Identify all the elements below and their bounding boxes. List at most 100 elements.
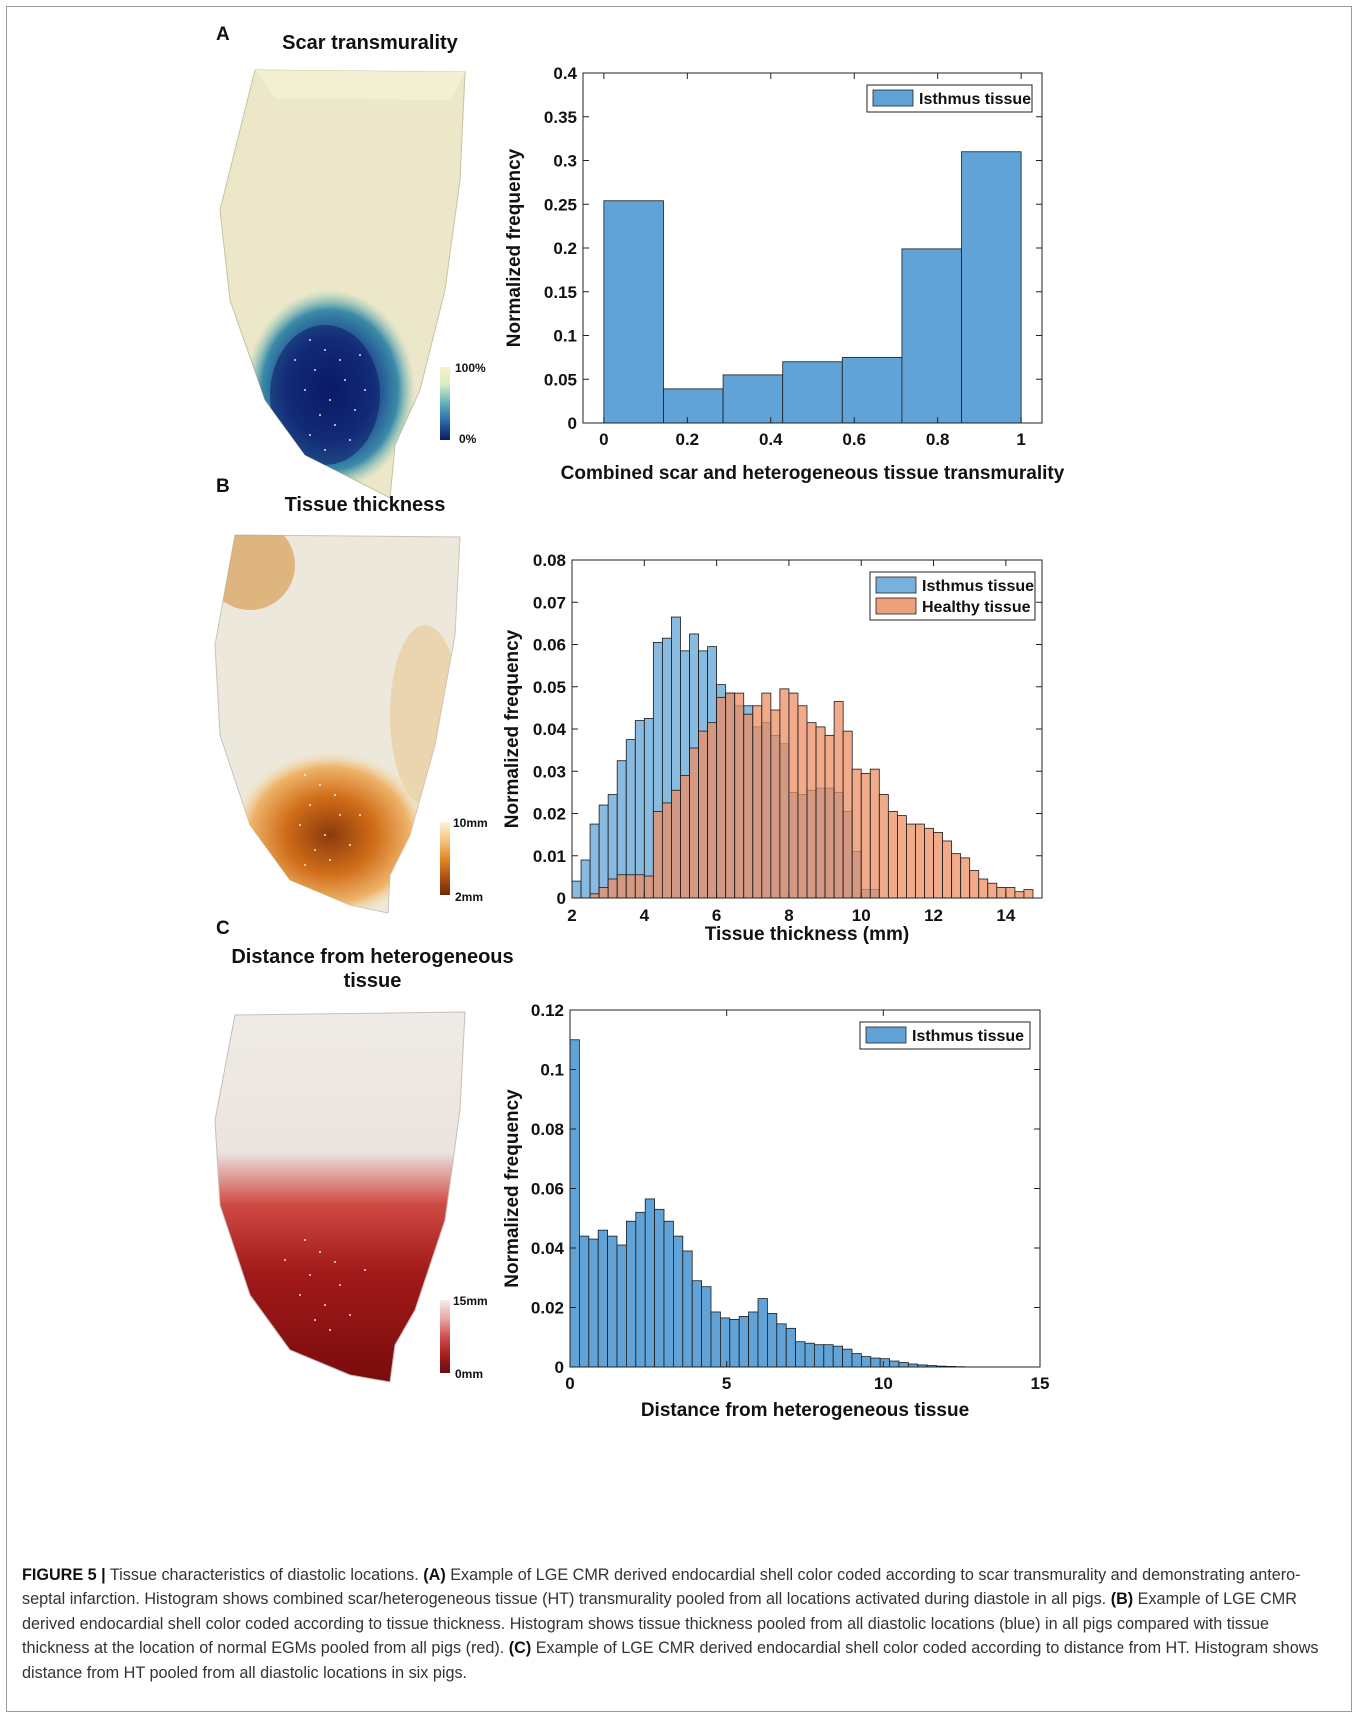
histogram-bar [597, 1229, 608, 1368]
legend: Isthmus tissue [866, 84, 1033, 113]
y-tick-label: 0.06 [531, 1180, 564, 1199]
histogram-bar [603, 200, 664, 424]
caption-figure-label: FIGURE 5 | [22, 1566, 106, 1584]
histogram-bar [960, 857, 971, 899]
histogram-bar [671, 789, 681, 899]
y-tick-label: 0.4 [553, 64, 577, 83]
x-tick-label: 6 [712, 906, 721, 925]
legend-swatch [872, 89, 914, 107]
x-axis-label: Tissue thickness (mm) [705, 924, 910, 945]
histogram-bar [607, 1235, 618, 1368]
panel-a-endocardial-shell [219, 69, 466, 499]
histogram-bar [788, 692, 799, 899]
legend-entry: Isthmus tissue [919, 91, 1031, 108]
panel-a-colorbar [440, 367, 450, 440]
y-tick-label: 0.03 [533, 762, 566, 781]
histogram-bar [672, 1235, 684, 1368]
y-tick-label: 0.1 [540, 1061, 564, 1080]
x-tick-label: 0.6 [842, 430, 866, 449]
histogram-bar [969, 870, 980, 899]
y-tick-label: 0.08 [531, 1120, 564, 1139]
histogram-bar [580, 859, 591, 899]
histogram-bar [842, 1348, 853, 1368]
panel-c-colorbar-min-label: 0mm [455, 1367, 484, 1381]
x-tick-label: 5 [722, 1374, 731, 1393]
series-0 [603, 151, 1022, 424]
caption-c-text: Example of LGE CMR derived endocardial s… [22, 1639, 1319, 1682]
histogram-bar [978, 878, 989, 899]
caption-a-text: Example of LGE CMR derived endocardial s… [22, 1566, 1301, 1609]
histogram-bar [1005, 887, 1016, 899]
histogram-bar [589, 893, 600, 899]
y-tick-label: 0 [568, 414, 577, 433]
histogram-bar [776, 1323, 787, 1368]
histogram-bar [797, 705, 808, 899]
panel-b-colorbar [440, 822, 450, 895]
histogram-bar [996, 887, 1007, 899]
scar-core [270, 325, 380, 465]
histogram-bar [815, 726, 826, 899]
histogram-bar [785, 1327, 797, 1368]
legend-entry: Isthmus tissue [922, 578, 1034, 595]
caption-a-label: (A) [423, 1566, 446, 1584]
x-tick-label: 12 [924, 906, 943, 925]
histogram-bar [710, 1311, 721, 1368]
histogram-bar [869, 768, 880, 899]
histogram-bar [824, 734, 835, 899]
y-tick-label: 0.04 [531, 1239, 565, 1258]
shell-surface [214, 1011, 466, 1383]
series-1 [589, 688, 1034, 899]
y-tick-label: 0.08 [533, 551, 566, 570]
histogram-bar [795, 1341, 806, 1368]
histogram-bar [906, 823, 916, 899]
histogram-bar [951, 853, 962, 899]
panel-b-histogram: 0 0.01 0.02 0.03 0.04 0.05 0.06 0.07 0.08 2 4 6 8 10 1… [502, 551, 1043, 945]
figure-caption: FIGURE 5 | Tissue characteristics of dia… [22, 1563, 1340, 1685]
histogram-bar [757, 1298, 768, 1368]
histogram-bar [779, 688, 790, 899]
histogram-bar [588, 1238, 599, 1368]
y-tick-label: 0.15 [544, 283, 577, 302]
histogram-bar [813, 1344, 825, 1368]
histogram-bar [889, 1360, 900, 1368]
panel-c-endocardial-shell [214, 1011, 466, 1383]
histogram-bar [898, 1362, 909, 1368]
x-tick-label: 8 [784, 906, 793, 925]
histogram-bar [625, 874, 636, 899]
x-tick-label: 14 [996, 906, 1015, 925]
x-axis-label: Combined scar and heterogeneous tissue t… [561, 463, 1065, 484]
histogram-bar [860, 1356, 872, 1368]
panel-c-colorbar-max-label: 15mm [453, 1294, 488, 1308]
histogram-bar [887, 810, 898, 899]
histogram-bar [598, 804, 609, 899]
y-axis-label: Normalized frequency [502, 629, 523, 828]
panel-c-histogram: 0 0.02 0.04 0.06 0.08 0.1 0.12 0 5 10 15 Distance f… [502, 1001, 1049, 1421]
shell-rim [255, 70, 465, 100]
x-tick-label: 0.2 [675, 430, 699, 449]
y-tick-label: 0.04 [533, 720, 567, 739]
histogram-bar [766, 1313, 778, 1368]
y-tick-label: 0.01 [533, 847, 566, 866]
legend-entry: Healthy tissue [922, 599, 1031, 616]
histogram-bar [1023, 889, 1034, 899]
x-tick-label: 4 [640, 906, 650, 925]
histogram-bar [987, 882, 998, 899]
y-tick-label: 0.06 [533, 636, 566, 655]
y-axis-label: Normalized frequency [504, 148, 525, 347]
x-tick-label: 1 [1016, 430, 1025, 449]
histogram-bar [752, 705, 763, 899]
histogram-bar [729, 1318, 740, 1368]
histogram-bar [860, 772, 871, 899]
y-tick-label: 0.35 [544, 108, 577, 127]
histogram-bar [654, 1208, 665, 1368]
histogram-bar [663, 388, 724, 424]
histogram-bar [716, 696, 727, 899]
histogram-bar [579, 1235, 590, 1368]
legend-swatch [875, 576, 917, 594]
histogram-bar [833, 701, 844, 899]
y-tick-label: 0.2 [553, 239, 577, 258]
histogram-bar [851, 1353, 862, 1368]
histogram-bar [569, 1039, 580, 1368]
y-tick-label: 0.05 [544, 370, 577, 389]
histogram-bar [841, 356, 903, 424]
